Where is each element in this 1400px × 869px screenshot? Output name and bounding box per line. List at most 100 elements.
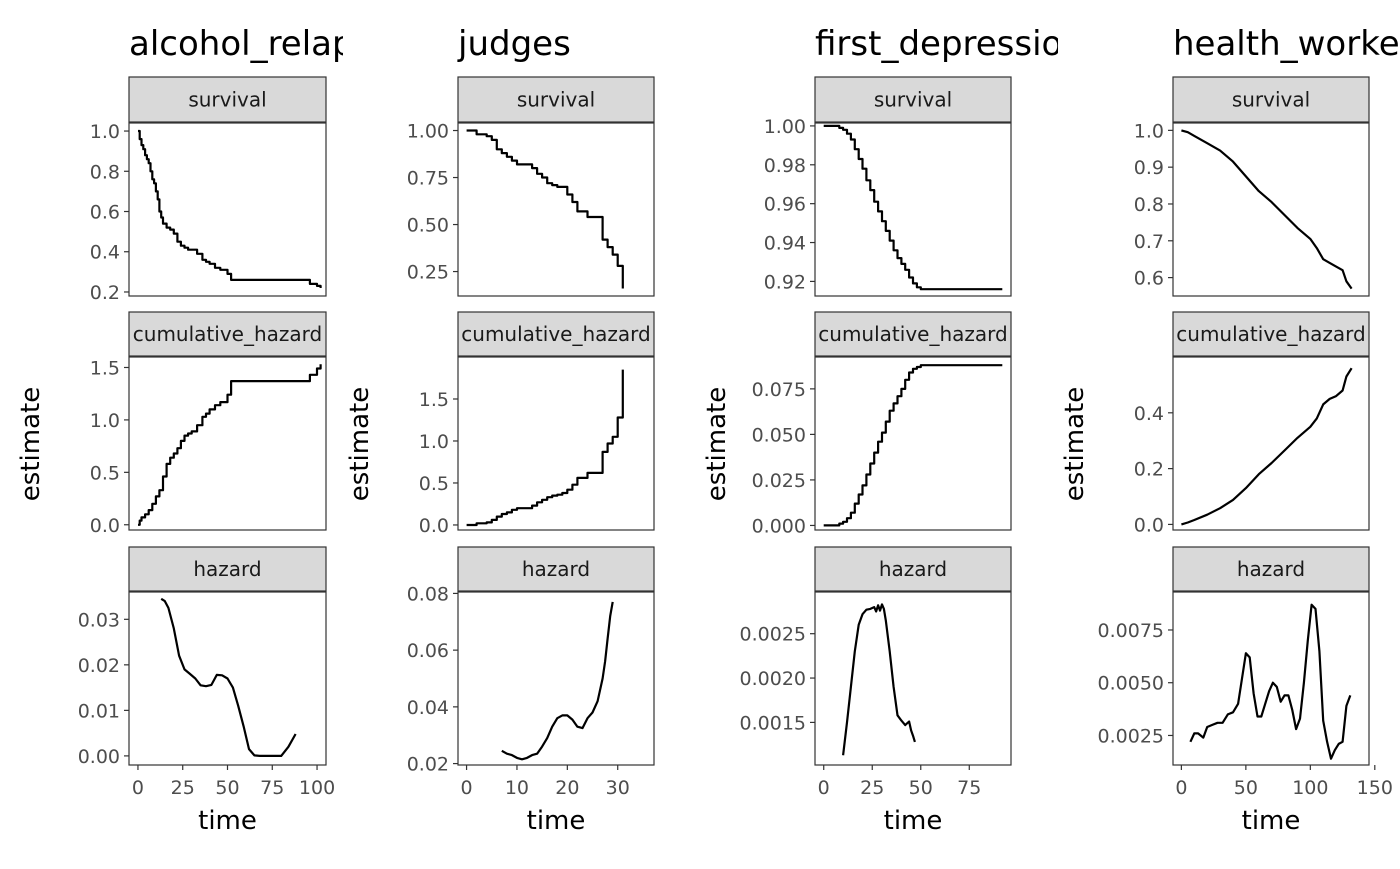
y-tick-label: 0.0015 <box>740 712 806 734</box>
y-tick-label: 0.025 <box>752 470 806 492</box>
y-tick-label: 0.8 <box>1134 194 1164 216</box>
y-tick-label: 0.0 <box>90 515 120 537</box>
panel-cumulative-hazard: cumulative_hazard 0.000 0.025 0.050 0.075 <box>752 311 1012 537</box>
panel-border <box>457 591 655 766</box>
x-tick-label: 0 <box>461 777 473 799</box>
panel-border <box>814 122 1012 297</box>
y-tick-label: 1.00 <box>764 116 806 138</box>
y-axis-label: estimate <box>1060 387 1090 501</box>
y-tick-label: 0.075 <box>752 379 806 401</box>
x-axis-label: time <box>1242 806 1301 836</box>
panel-hazard: hazard 0.02 0.04 0.06 0.08 0 10 20 30 <box>407 546 655 799</box>
facet-strip-label: hazard <box>879 557 947 581</box>
panel-survival: survival 0.25 0.50 0.75 1.00 <box>407 76 655 297</box>
panel-hazard: hazard 0.0015 0.0020 0.0025 0 25 50 75 <box>740 546 1012 799</box>
facet-strip <box>1172 546 1370 592</box>
facet-strip <box>814 546 1012 592</box>
y-tick-label: 0.8 <box>90 161 120 183</box>
facet-strip-label: cumulative_hazard <box>818 322 1007 346</box>
y-tick-label: 0.000 <box>752 515 806 537</box>
facet-strip <box>457 546 655 592</box>
x-tick-label: 20 <box>555 777 579 799</box>
facet-strip <box>128 76 327 123</box>
series-line-cumulative-hazard <box>466 369 624 527</box>
y-tick-label: 0.02 <box>407 754 449 776</box>
facet-strip-label: hazard <box>193 557 261 581</box>
panel-border <box>457 356 655 531</box>
column-title: alcohol_relapse <box>129 24 392 64</box>
panel-border <box>457 122 655 297</box>
x-tick-label: 150 <box>1357 777 1393 799</box>
panel-border <box>814 356 1012 531</box>
y-tick-label: 0.5 <box>419 473 449 495</box>
y-tick-label: 0.50 <box>407 215 449 237</box>
y-tick-label: 1.5 <box>90 357 120 379</box>
panel-survival: survival 0.2 0.4 0.6 0.8 1.0 <box>90 76 327 304</box>
facet-strip-label: survival <box>517 88 595 112</box>
y-tick-label: 0.01 <box>78 700 120 722</box>
y-tick-label: 0.0025 <box>1098 725 1164 747</box>
y-axis-label: estimate <box>16 387 46 501</box>
x-tick-label: 50 <box>1234 777 1258 799</box>
y-tick-label: 0.5 <box>90 462 120 484</box>
y-tick-label: 1.00 <box>407 121 449 143</box>
series-line-cumulative-hazard <box>823 364 1003 527</box>
y-tick-label: 0.050 <box>752 424 806 446</box>
y-tick-label: 0.03 <box>78 609 120 631</box>
facet-strip-label: survival <box>874 88 952 112</box>
y-tick-label: 1.0 <box>90 121 120 143</box>
y-tick-label: 0.75 <box>407 168 449 190</box>
series-line-survival <box>1181 129 1353 290</box>
y-tick-label: 0.0 <box>1134 514 1164 536</box>
facet-strip-label: survival <box>1232 88 1310 112</box>
y-tick-label: 0.02 <box>78 655 120 677</box>
facet-strip <box>1172 76 1370 123</box>
facet-strip <box>128 546 327 592</box>
x-axis-label: time <box>527 806 586 836</box>
y-axis-label: estimate <box>702 387 732 501</box>
series-line-survival <box>823 124 1003 291</box>
x-axis-label: time <box>884 806 943 836</box>
facet-strip <box>457 76 655 123</box>
series-line-survival <box>138 129 322 288</box>
facet-column-2: judgessurvival0.250.500.751.00cumulative… <box>345 24 655 836</box>
series-line-survival <box>466 129 624 289</box>
facet-column-1: alcohol_relapsesurvival0.20.40.60.81.0cu… <box>16 24 392 836</box>
x-tick-label: 50 <box>215 777 239 799</box>
panel-cumulative-hazard: cumulative_hazard 0.0 0.5 1.0 1.5 <box>419 311 655 537</box>
facet-strip <box>457 311 655 357</box>
facet-strip <box>1172 311 1370 357</box>
y-tick-label: 0.08 <box>407 583 449 605</box>
panel-border <box>1172 591 1370 766</box>
y-tick-label: 0.92 <box>764 271 806 293</box>
panel-cumulative-hazard: cumulative_hazard 0.0 0.2 0.4 <box>1134 311 1370 536</box>
facet-strip-label: cumulative_hazard <box>461 322 650 346</box>
x-tick-label: 0 <box>132 777 144 799</box>
y-tick-label: 0.0050 <box>1098 673 1164 695</box>
y-tick-label: 0.0075 <box>1098 620 1164 642</box>
y-tick-label: 0.06 <box>407 640 449 662</box>
x-tick-label: 50 <box>909 777 933 799</box>
y-tick-label: 1.5 <box>419 389 449 411</box>
y-tick-label: 0.6 <box>1134 268 1164 290</box>
panel-hazard: hazard 0.0025 0.0050 0.0075 0 50 100 150 <box>1098 546 1393 799</box>
y-tick-label: 0.7 <box>1134 231 1164 253</box>
panel-survival: survival 0.92 0.94 0.96 0.98 1.00 <box>764 76 1012 297</box>
facet-strip-label: survival <box>188 88 266 112</box>
series-line-hazard <box>1189 603 1352 760</box>
y-tick-label: 0.0 <box>419 515 449 537</box>
facet-column-4: health_workers survival 0.6 0.7 0.8 0.9 1.0 cum… <box>1060 24 1400 836</box>
panel-cumulative-hazard: cumulative_hazard 0.0 0.5 1.0 1.5 <box>90 311 327 537</box>
panel-hazard: hazard 0.00 0.01 0.02 0.03 0 25 50 75 100 <box>78 546 335 799</box>
y-tick-label: 0.0025 <box>740 624 806 646</box>
x-tick-label: 0 <box>1175 777 1187 799</box>
y-tick-label: 0.98 <box>764 155 806 177</box>
y-tick-label: 0.0020 <box>740 668 806 690</box>
series-line-hazard <box>842 603 916 756</box>
column-title: health_workers <box>1173 24 1400 64</box>
series-line-hazard <box>160 597 297 757</box>
facet-strip-label: hazard <box>1237 557 1305 581</box>
y-tick-label: 0.4 <box>1134 403 1164 425</box>
y-tick-label: 1.0 <box>90 410 120 432</box>
